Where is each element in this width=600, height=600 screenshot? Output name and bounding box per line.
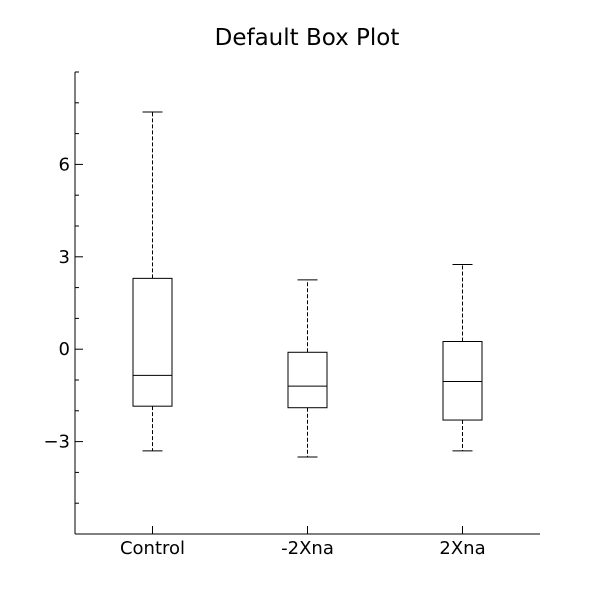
y-tick-label: −3 [43, 432, 70, 453]
box-iqr [132, 277, 173, 407]
y-tick-label: 0 [59, 339, 70, 360]
x-tick-label: 2Xna [439, 538, 485, 559]
x-tick-label: -2Xna [281, 538, 334, 559]
chart-title: Default Box Plot [215, 25, 400, 51]
x-tick-label: Control [120, 538, 185, 559]
box-group-2Xna [442, 264, 483, 452]
box-iqr [442, 341, 483, 421]
box-iqr [287, 351, 328, 409]
box-group-Control [132, 111, 173, 452]
box-group--2Xna [287, 279, 328, 458]
y-tick-label: 3 [59, 247, 70, 268]
y-tick-label: 6 [59, 154, 70, 175]
axes: −3 0 3 6 Control -2Xna 2Xna [43, 71, 540, 559]
boxes [132, 111, 483, 458]
